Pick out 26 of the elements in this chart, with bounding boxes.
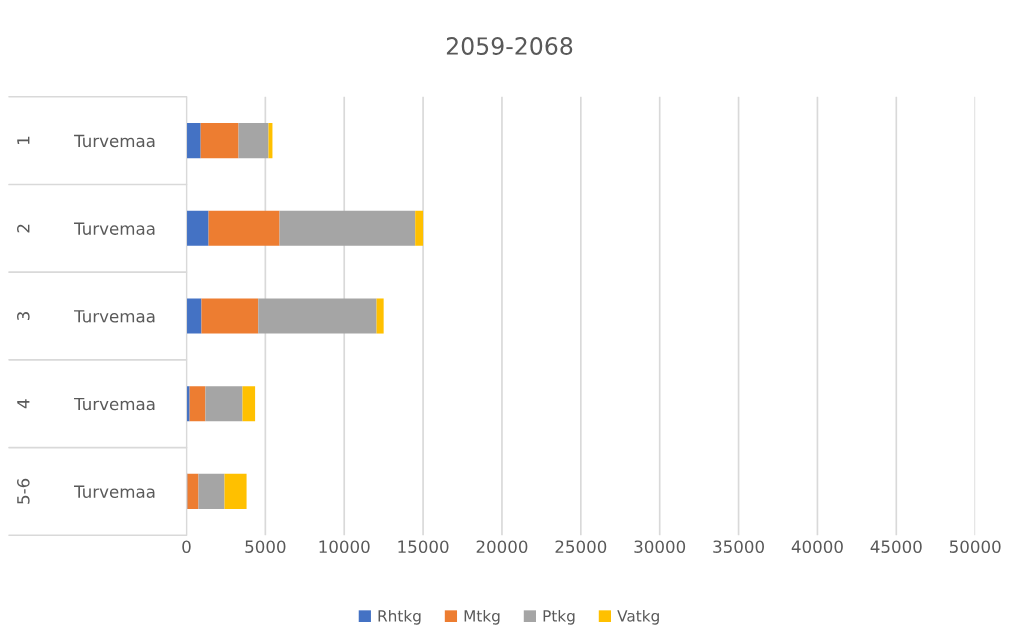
x-tick-label: 15000 [398, 540, 449, 553]
x-tick-label: 35000 [713, 540, 764, 553]
text: 2 [17, 224, 30, 233]
legend-label: Rhtkg [378, 609, 421, 625]
y-tick-label: Turvemaa [74, 222, 155, 235]
text: 1 [17, 136, 30, 145]
legend-label: Vatkg [617, 609, 659, 625]
x-tick-label: 40000 [791, 540, 843, 553]
x-tick-label: 50000 [949, 540, 1001, 553]
text: 4 [17, 399, 30, 409]
x-tick-label: 30000 [634, 540, 686, 553]
x-tick-label: 5000 [245, 540, 286, 553]
y-tick-label: Turvemaa [74, 134, 155, 148]
y-tick-label: Turvemaa [74, 397, 155, 411]
chart-title: 2059-2068 [446, 37, 573, 55]
x-tick-label: 0 [182, 540, 191, 553]
y-tick-label: Turvemaa [74, 485, 155, 498]
text: 3 [17, 312, 30, 321]
x-tick-label: 25000 [555, 540, 607, 553]
x-tick-label: 45000 [870, 540, 922, 553]
text: 5-6 [17, 478, 30, 504]
legend-label: Ptkg [543, 609, 575, 625]
y-tick-label: Turvemaa [74, 310, 155, 323]
x-tick-label: 10000 [319, 540, 370, 553]
x-tick-label: 20000 [476, 540, 528, 553]
legend-label: Mtkg [464, 609, 500, 625]
